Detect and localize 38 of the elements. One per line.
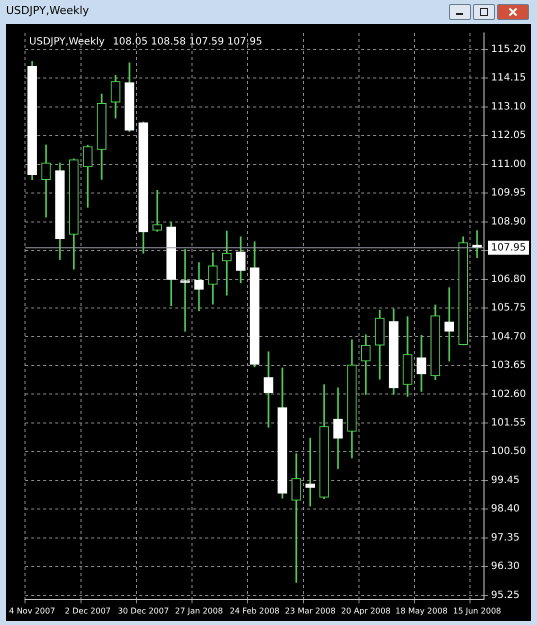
x-tick-label: 27 Jan 2008 [174,606,223,616]
candlestick [180,249,190,332]
y-tick-label: 106.80 [491,274,526,285]
y-tick-label: 101.55 [491,418,526,429]
y-tick-label: 95.25 [491,590,520,601]
y-tick-label: 105.75 [491,302,526,314]
y-tick-label: 104.70 [491,331,526,342]
x-tick-label: 30 Dec 2007 [118,606,169,616]
y-tick-label: 97.35 [491,532,520,544]
x-tick-label: 20 Apr 2008 [341,606,391,616]
x-tick-label: 15 Jun 2008 [452,606,502,616]
candlestick [41,144,51,218]
y-tick-label: 102.60 [491,388,526,400]
candlestick [333,388,343,469]
y-tick-label: 109.95 [491,188,526,199]
y-tick-label: 108.90 [491,216,526,228]
ref-line-label: 107.95 [491,242,526,254]
chart-title: USDJPY,Weekly [29,36,105,48]
y-tick-label: 112.05 [491,130,526,142]
y-tick-label: 111.00 [491,158,526,170]
y-tick-label: 99.45 [491,474,520,486]
y-tick-label: 114.15 [491,72,526,84]
chart-title: USDJPY,Weekly [6,4,90,17]
x-tick-label: 2 Dec 2007 [64,606,111,616]
candlestick [264,351,274,428]
x-tick-label: 18 May 2008 [395,606,448,616]
x-tick-label: 23 Mar 2008 [284,606,336,616]
y-tick-label: 96.30 [491,561,520,572]
x-tick-label: 4 Nov 2007 [9,606,56,616]
candlestick [472,230,482,258]
candlestick [194,262,204,312]
y-tick-label: 115.20 [491,44,526,56]
x-tick-label: 24 Feb 2008 [230,606,280,616]
chart-subtitle: 108.05 108.58 107.59 107.95 [112,36,262,48]
y-tick-label: 100.50 [491,446,526,458]
y-tick-label: 113.10 [491,101,526,112]
y-tick-label: 103.65 [491,360,526,372]
y-tick-label: 98.40 [491,504,520,515]
